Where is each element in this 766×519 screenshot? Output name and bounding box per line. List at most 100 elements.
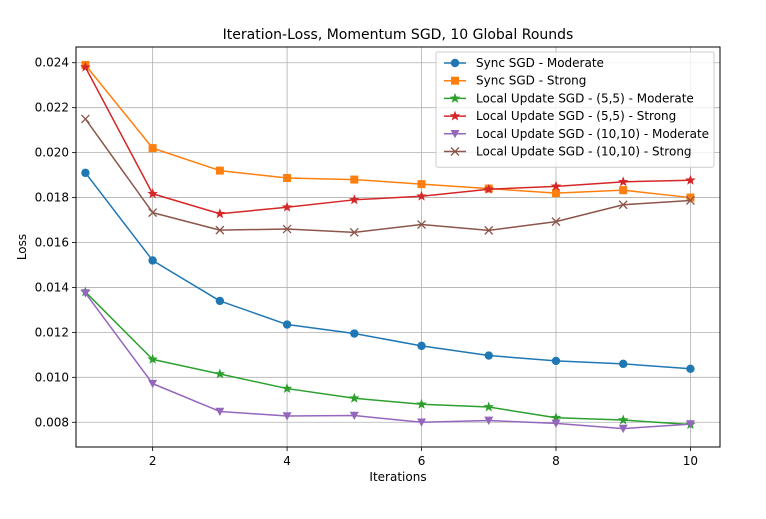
legend-label: Local Update SGD - (5,5) - Moderate (476, 91, 694, 105)
data-point (214, 208, 226, 219)
data-point (685, 196, 695, 205)
series-line (84, 291, 691, 426)
data-point (281, 383, 293, 394)
series-line (84, 292, 691, 430)
data-point (80, 61, 91, 72)
series-line (84, 66, 691, 215)
data-point (483, 183, 494, 194)
data-point (148, 379, 158, 389)
legend-entry: Local Update SGD - (10,10) - Moderate (444, 127, 709, 141)
data-point (80, 114, 90, 124)
data-point (349, 411, 359, 421)
data-point (551, 419, 561, 428)
legend-marker (449, 92, 461, 103)
legend: Sync SGD - Moderate Sync SGD - Strong Loca… (435, 51, 715, 168)
data-point (551, 356, 561, 366)
y-tick-label: 0.024 (35, 56, 69, 70)
data-point (686, 364, 695, 373)
x-tick-label: 6 (418, 454, 426, 468)
data-point (484, 225, 494, 235)
legend-label: Local Update SGD - (10,10) - Moderate (476, 127, 709, 141)
legend-marker (449, 110, 461, 121)
data-point (416, 190, 427, 201)
x-tick-label: 2 (149, 454, 157, 468)
data-point (417, 220, 426, 229)
series-group (80, 61, 696, 219)
y-tick-label: 0.010 (35, 370, 69, 384)
axis-ticks: 2 4 6 8 10 0.008 0.010 0.012 0.014 0.016 0.018 0.02… (35, 56, 698, 468)
y-tick-label: 0.022 (35, 101, 69, 115)
data-point (349, 194, 360, 205)
data-point (282, 224, 292, 234)
legend-entry: Sync SGD - Strong (444, 74, 586, 88)
data-point (484, 351, 493, 360)
data-point (417, 180, 426, 189)
y-tick-label: 0.016 (35, 236, 69, 250)
legend-entry: Local Update SGD - (10,10) - Strong (444, 145, 692, 159)
data-point (80, 289, 90, 298)
data-point (349, 227, 359, 237)
x-marker-stroke (484, 225, 494, 235)
data-point (417, 341, 426, 351)
legend-entry: Local Update SGD - (5,5) - Moderate (444, 91, 694, 105)
y-tick-label: 0.018 (35, 191, 69, 205)
data-point (685, 174, 696, 185)
x-marker-stroke (685, 196, 695, 205)
data-point (215, 166, 224, 175)
x-marker-stroke (148, 208, 158, 218)
y-tick-label: 0.012 (35, 325, 69, 339)
data-point (685, 420, 695, 429)
data-point (148, 144, 157, 153)
legend-label: Local Update SGD - (10,10) - Strong (476, 145, 692, 159)
data-point (349, 392, 360, 403)
x-tick-label: 4 (283, 454, 291, 468)
data-point (350, 329, 359, 338)
data-point (617, 414, 629, 425)
data-point (617, 176, 629, 187)
x-marker-stroke (349, 227, 359, 237)
data-point (417, 418, 427, 427)
data-point (147, 188, 158, 199)
data-point (214, 368, 226, 379)
legend-marker (450, 147, 460, 156)
series-line (84, 118, 691, 234)
y-tick-label: 0.020 (35, 146, 69, 160)
legend-entry: Sync SGD - Moderate (444, 56, 604, 70)
series-line (84, 172, 691, 370)
data-point (618, 424, 628, 434)
data-point (550, 180, 562, 191)
data-point (350, 175, 359, 184)
x-marker-stroke (215, 225, 225, 235)
data-point (282, 320, 292, 329)
legend-label: Sync SGD - Strong (476, 74, 586, 88)
data-point (148, 256, 157, 265)
data-point (282, 412, 292, 421)
data-series (80, 60, 696, 434)
x-marker-stroke (450, 147, 460, 156)
y-axis-label: Loss (15, 234, 29, 260)
data-point (416, 398, 427, 409)
x-tick-label: 10 (683, 454, 698, 468)
x-tick-label: 8 (552, 454, 560, 468)
series-group (80, 114, 695, 237)
data-point (147, 353, 158, 364)
data-point (551, 217, 561, 227)
legend-marker (450, 130, 460, 139)
legend-label: Local Update SGD - (5,5) - Strong (476, 109, 676, 123)
x-marker-stroke (618, 200, 628, 210)
series-group (80, 289, 695, 434)
legend-box (435, 51, 715, 168)
legend-label: Sync SGD - Moderate (476, 56, 604, 70)
legend-marker (450, 58, 460, 68)
data-point (484, 416, 494, 425)
data-point (550, 412, 562, 423)
series-group (81, 168, 695, 373)
data-point (551, 189, 560, 198)
x-marker-stroke (282, 224, 292, 234)
plot-area-frame (75, 46, 721, 448)
data-point (618, 200, 628, 210)
data-point (283, 174, 292, 183)
data-point (148, 208, 158, 218)
x-marker-stroke (80, 114, 90, 124)
